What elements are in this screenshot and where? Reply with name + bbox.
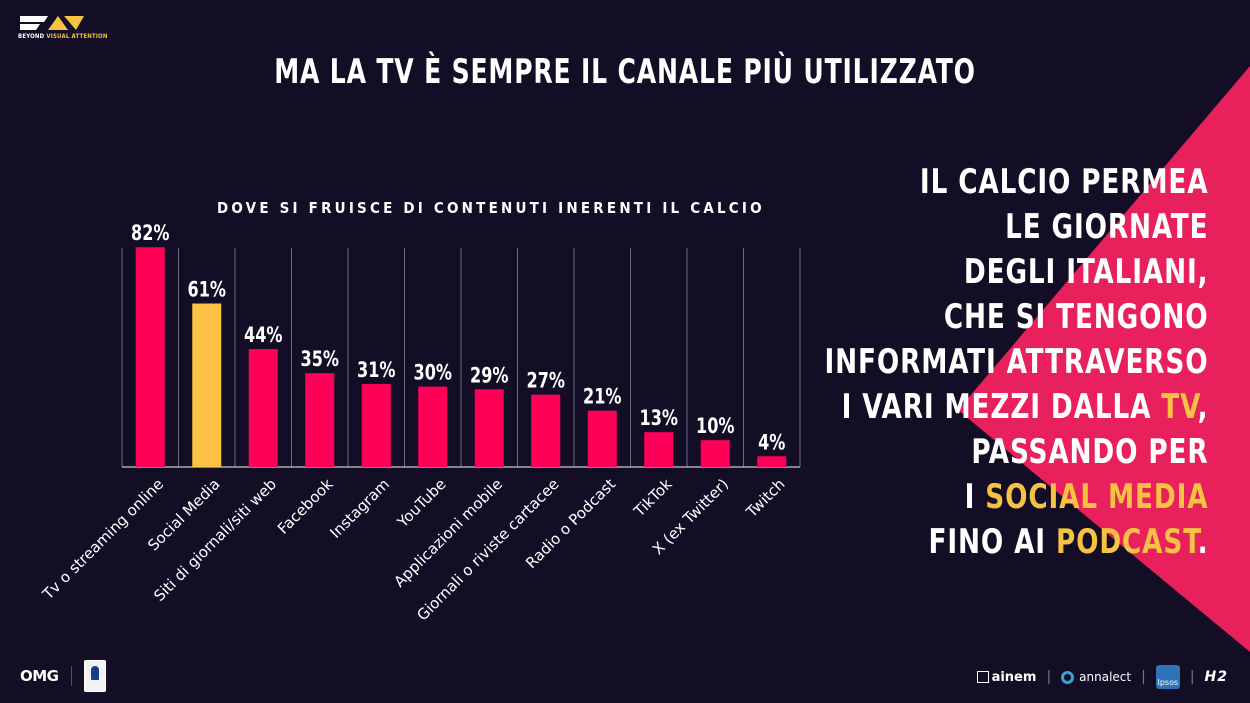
bar xyxy=(587,410,617,467)
data-label: 35% xyxy=(301,347,339,372)
highlight-text: SOCIAL MEDIA xyxy=(984,477,1208,517)
ainem-box-icon xyxy=(976,671,989,683)
side-message-line: PASSANDO PER xyxy=(824,430,1208,475)
highlight-text: TV xyxy=(1160,387,1198,427)
data-label: 44% xyxy=(244,323,282,348)
side-message-line: LE GIORNATE xyxy=(824,205,1208,250)
category-label: Applicazioni mobile xyxy=(390,475,506,591)
logo-mark-icon xyxy=(20,16,84,30)
ainem-logo: ainem xyxy=(976,669,1037,685)
side-message-line: DEGLI ITALIANI, xyxy=(824,250,1208,295)
bar xyxy=(418,386,448,467)
chart-title: DOVE SI FRUISCE DI CONTENUTI INERENTI IL… xyxy=(217,199,765,217)
footer-separator: | xyxy=(1189,669,1195,685)
data-label: 13% xyxy=(640,406,678,431)
message-text: . xyxy=(1197,522,1208,562)
omg-logo: OMG xyxy=(20,667,59,685)
side-message-line: I SOCIAL MEDIA xyxy=(824,475,1208,520)
data-label: 10% xyxy=(696,414,734,439)
message-text: I xyxy=(964,477,985,517)
highlight-text: PODCAST xyxy=(1055,522,1198,562)
bar xyxy=(305,373,335,467)
side-message-line: CHE SI TENGONO xyxy=(824,295,1208,340)
message-text: IL CALCIO PERMEA xyxy=(919,162,1208,202)
category-label: Instagram xyxy=(326,475,393,542)
data-label: 30% xyxy=(414,360,452,385)
logo-tagline: BEYOND VISUAL ATTENTION xyxy=(18,33,108,40)
message-text: CHE SI TENGONO xyxy=(943,297,1208,337)
side-message-line: I VARI MEZZI DALLA TV, xyxy=(824,385,1208,430)
footer-right-logos: ainem | annalect | Ipsos | H2 xyxy=(976,665,1228,689)
data-label: 61% xyxy=(188,277,226,302)
side-message-line: FINO AI PODCAST. xyxy=(824,520,1208,565)
side-message-line: IL CALCIO PERMEA xyxy=(824,160,1208,205)
ipsos-logo: Ipsos xyxy=(1155,665,1180,689)
message-text: LE GIORNATE xyxy=(1004,207,1208,247)
data-label: 31% xyxy=(357,358,395,383)
side-message: IL CALCIO PERMEA LE GIORNATE DEGLI ITALIAN… xyxy=(762,160,1208,565)
bar xyxy=(700,440,730,467)
footer-divider xyxy=(70,666,72,686)
bar xyxy=(757,456,787,467)
data-label: 29% xyxy=(470,363,508,388)
message-text: FINO AI xyxy=(928,522,1056,562)
category-label: YouTube xyxy=(393,475,450,532)
footer-separator: | xyxy=(1046,669,1052,685)
annalect-logo: annalect xyxy=(1061,670,1131,684)
bar xyxy=(531,394,561,467)
category-label: TikTok xyxy=(630,475,676,521)
annalect-label: annalect xyxy=(1079,670,1132,684)
bar xyxy=(474,389,504,467)
bar xyxy=(361,383,391,467)
footer-left-logos: OMG xyxy=(20,660,106,692)
bar xyxy=(135,247,165,467)
ainem-label: ainem xyxy=(991,669,1037,685)
bar xyxy=(192,303,222,467)
h2-logo: H2 xyxy=(1204,669,1228,685)
bar xyxy=(644,432,674,467)
data-label: 27% xyxy=(527,368,565,393)
page-title: MA LA TV È SEMPRE IL CANALE PIÙ UTILIZZA… xyxy=(274,52,976,92)
side-message-line: INFORMATI ATTRAVERSO xyxy=(824,340,1208,385)
beyond-visual-attention-logo: BEYOND VISUAL ATTENTION xyxy=(18,14,108,40)
data-label: 21% xyxy=(583,384,621,409)
footer-separator: | xyxy=(1141,669,1146,685)
data-label: 82% xyxy=(131,221,169,246)
message-text: DEGLI ITALIANI, xyxy=(963,252,1208,292)
annalect-ring-icon xyxy=(1061,670,1075,684)
message-text: I VARI MEZZI DALLA xyxy=(841,387,1161,427)
serie-a-logo xyxy=(83,660,106,692)
message-text: , xyxy=(1197,387,1208,427)
data-label: 4% xyxy=(758,430,785,455)
message-text: INFORMATI ATTRAVERSO xyxy=(824,342,1208,382)
message-text: PASSANDO PER xyxy=(970,432,1208,472)
bar xyxy=(248,349,278,467)
